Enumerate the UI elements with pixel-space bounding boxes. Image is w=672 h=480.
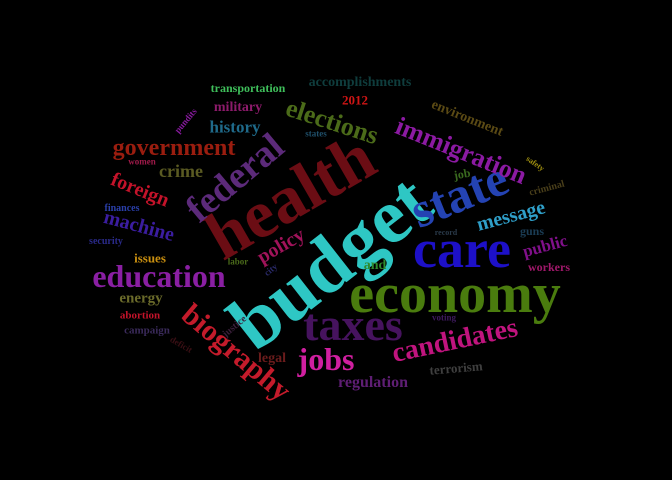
word-accomplishments: accomplishments bbox=[308, 75, 412, 90]
word-2012: 2012 bbox=[342, 92, 368, 108]
word-government: government bbox=[112, 135, 236, 161]
word-jobs: jobs bbox=[297, 341, 355, 377]
word-record: record bbox=[434, 228, 458, 237]
word-abortion: abortion bbox=[119, 309, 161, 322]
word-taxes: taxes bbox=[303, 299, 403, 350]
word-deficit: deficit bbox=[168, 334, 195, 355]
word-education: education bbox=[92, 258, 226, 294]
word-job: job bbox=[452, 165, 472, 183]
word-guns: guns bbox=[519, 224, 545, 238]
word-criminal: criminal bbox=[528, 178, 566, 199]
word-terrorism: terrorism bbox=[428, 358, 484, 378]
word-economy: economy bbox=[349, 263, 561, 325]
word-care: care bbox=[413, 219, 511, 279]
word-issues: issues bbox=[134, 250, 166, 266]
word-military: military bbox=[213, 100, 263, 115]
word-crime: crime bbox=[159, 161, 203, 181]
word-and: and bbox=[363, 258, 387, 273]
word-energy: energy bbox=[119, 290, 163, 307]
word-history: history bbox=[209, 117, 261, 137]
word-transportation: transportation bbox=[210, 81, 286, 95]
word-workers: workers bbox=[528, 260, 570, 274]
word-finances: finances bbox=[104, 203, 140, 214]
word-pundits: pundits bbox=[172, 106, 199, 136]
word-security: security bbox=[89, 236, 123, 247]
word-states: states bbox=[305, 128, 327, 139]
word-women: women bbox=[128, 156, 156, 167]
word-voting: voting bbox=[431, 312, 457, 323]
word-campaign: campaign bbox=[124, 324, 170, 337]
word-labor: labor bbox=[227, 256, 249, 267]
word-regulation: regulation bbox=[338, 374, 408, 391]
word-legal: legal bbox=[258, 351, 286, 366]
